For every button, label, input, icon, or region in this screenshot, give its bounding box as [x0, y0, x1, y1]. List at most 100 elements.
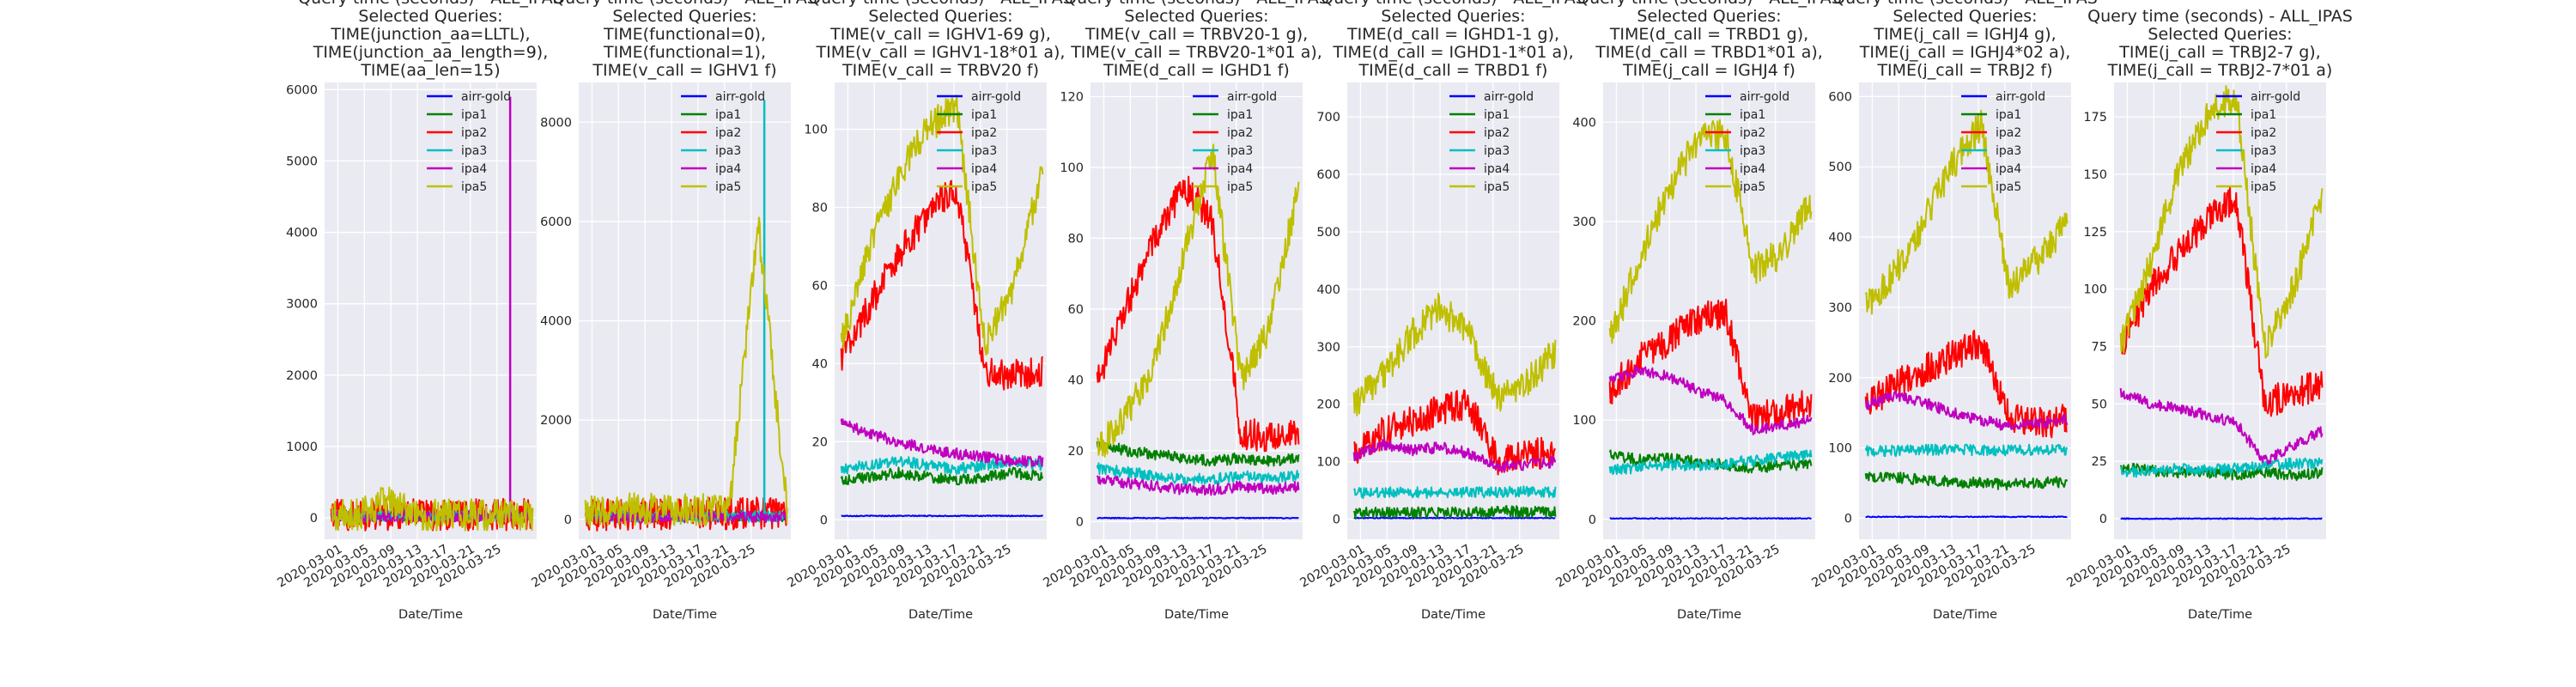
y-tick-label: 100: [804, 124, 828, 137]
series-line-airr-gold: [2120, 517, 2323, 520]
y-tick-label: 25: [2092, 455, 2107, 469]
y-tick-label: 4000: [286, 227, 318, 240]
y-tick-label: 2000: [286, 369, 318, 383]
series-line-ipa2: [840, 179, 1044, 391]
x-axis-label: Date/Time: [1677, 608, 1741, 622]
legend-label: ipa3: [461, 144, 487, 158]
y-tick-label: 6000: [286, 83, 318, 97]
series-line-airr-gold: [1353, 516, 1556, 520]
legend-label: ipa1: [2251, 108, 2276, 122]
legend-label: ipa4: [1996, 162, 2021, 176]
legend-label: ipa4: [1740, 162, 1765, 176]
series-line-airr-gold: [1865, 515, 2068, 519]
y-tick-label: 100: [1060, 161, 1084, 175]
y-tick-label: 500: [1316, 226, 1340, 240]
series-line-ipa5: [1096, 143, 1300, 458]
y-tick-label: 0: [820, 514, 828, 527]
y-tick-label: 0: [2099, 513, 2107, 526]
x-axis-label: Date/Time: [1933, 608, 1997, 622]
legend-label: ipa5: [1484, 180, 1510, 194]
series-line-ipa5: [584, 216, 788, 527]
chart-title-line: Selected Queries:: [1381, 7, 1525, 26]
legend-label: ipa2: [971, 126, 997, 140]
y-tick-label: 600: [1828, 90, 1852, 104]
y-tick-label: 0: [1076, 515, 1084, 529]
legend-label: ipa2: [2251, 126, 2276, 140]
series-line-ipa5: [1864, 109, 2069, 315]
y-tick-label: 600: [1316, 168, 1340, 182]
chart-title-line: TIME(j_call = IGHJ4 f): [1622, 61, 1795, 80]
series-line-ipa4: [1608, 366, 1813, 435]
legend-label: ipa4: [1484, 162, 1510, 176]
y-tick-label: 0: [1844, 512, 1852, 526]
y-tick-label: 300: [1316, 341, 1340, 355]
chart-title-line: TIME(functional=1),: [603, 43, 766, 62]
legend-label: ipa3: [715, 144, 741, 158]
x-axis-label: Date/Time: [398, 608, 463, 622]
chart-title-line: TIME(j_call = TRBJ2-7 g),: [2118, 43, 2320, 62]
chart-title-line: Selected Queries:: [612, 7, 756, 26]
legend-label: ipa4: [1227, 162, 1253, 176]
y-tick-label: 500: [1828, 161, 1852, 174]
series-line-ipa4: [1352, 439, 1557, 473]
series-line-ipa1: [1864, 471, 2069, 491]
legend-label: ipa5: [461, 180, 487, 194]
chart-title-line: TIME(aa_len=15): [360, 61, 500, 80]
series-line-ipa5: [1352, 292, 1557, 416]
y-tick-label: 0: [1589, 514, 1596, 527]
chart-title-line: TIME(d_call = IGHD1-1 g),: [1346, 25, 1559, 44]
plot-background: [1859, 82, 2071, 539]
legend-label: ipa3: [1996, 144, 2021, 158]
y-tick-label: 100: [1572, 414, 1596, 428]
series-line-ipa3: [1352, 485, 1557, 500]
series-line-ipa5: [330, 486, 534, 532]
y-tick-label: 150: [2083, 168, 2107, 182]
legend-label: ipa5: [1740, 180, 1765, 194]
series-line-ipa2: [1608, 298, 1813, 431]
y-tick-label: 80: [812, 202, 828, 216]
y-tick-label: 3000: [286, 298, 318, 312]
y-tick-label: 40: [1068, 374, 1084, 387]
chart-title-line: TIME(v_call = TRBV20 f): [841, 61, 1039, 80]
legend-label: ipa2: [1740, 126, 1765, 140]
y-tick-label: 20: [1068, 445, 1084, 459]
chart-title-line: TIME(v_call = IGHV1-18*01 a),: [816, 43, 1066, 62]
legend-label: airr-gold: [715, 90, 765, 104]
y-tick-label: 50: [2092, 398, 2107, 411]
series-line-ipa1: [840, 466, 1044, 486]
legend-label: ipa5: [971, 180, 997, 194]
legend-label: ipa1: [715, 108, 741, 122]
y-tick-label: 8000: [540, 116, 572, 130]
chart-panel-6: 01002003004002020-03-012020-03-052020-03…: [1553, 0, 1841, 622]
y-tick-label: 0: [1333, 514, 1340, 527]
series-line-ipa1: [1096, 440, 1300, 467]
legend-label: ipa3: [2251, 144, 2276, 158]
legend-label: airr-gold: [1227, 90, 1277, 104]
chart-panel-7: 01002003004005006002020-03-012020-03-052…: [1809, 0, 2097, 622]
chart-title-line: Query time (seconds) - ALL_IPAS: [1832, 0, 2098, 8]
series-line-airr-gold: [1097, 516, 1299, 520]
legend-label: ipa1: [461, 108, 487, 122]
y-tick-label: 175: [2083, 111, 2107, 125]
legend-label: airr-gold: [1996, 90, 2045, 104]
legend-label: ipa3: [971, 144, 997, 158]
chart-title-line: TIME(v_call = TRBV20-1 g),: [1084, 25, 1308, 44]
legend-label: ipa1: [1484, 108, 1510, 122]
series-line-ipa2: [1864, 329, 2068, 439]
series-line-ipa3: [1096, 462, 1300, 486]
chart-title-line: TIME(functional=0),: [603, 25, 766, 44]
legend-label: airr-gold: [1740, 90, 1789, 104]
y-tick-label: 4000: [540, 315, 572, 329]
x-axis-label: Date/Time: [653, 608, 717, 622]
y-tick-label: 60: [812, 279, 828, 293]
series-line-ipa4: [840, 418, 1044, 468]
chart-panel-4: 0204060801001202020-03-012020-03-052020-…: [1041, 0, 1328, 622]
chart-title-line: Selected Queries:: [1893, 7, 2037, 26]
x-axis-label: Date/Time: [908, 608, 973, 622]
y-tick-label: 60: [1068, 303, 1084, 317]
y-tick-label: 400: [1316, 283, 1340, 297]
x-axis-label: Date/Time: [2188, 608, 2252, 622]
y-tick-label: 2000: [540, 414, 572, 428]
legend-label: ipa3: [1740, 144, 1765, 158]
series-line-ipa1: [1352, 505, 1557, 520]
